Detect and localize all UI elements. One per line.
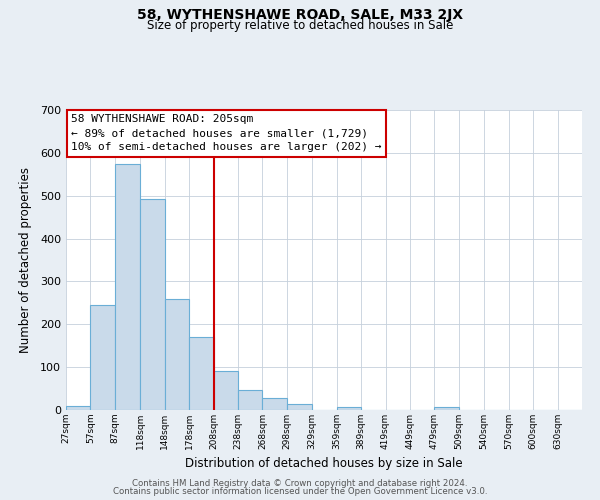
Bar	[337, 407, 361, 410]
Text: Contains HM Land Registry data © Crown copyright and database right 2024.: Contains HM Land Registry data © Crown c…	[132, 478, 468, 488]
Bar	[214, 372, 238, 410]
Bar	[238, 390, 262, 410]
Text: 58 WYTHENSHAWE ROAD: 205sqm
← 89% of detached houses are smaller (1,729)
10% of : 58 WYTHENSHAWE ROAD: 205sqm ← 89% of det…	[71, 114, 382, 152]
Bar	[66, 406, 91, 410]
Bar	[91, 304, 115, 410]
Text: 58, WYTHENSHAWE ROAD, SALE, M33 2JX: 58, WYTHENSHAWE ROAD, SALE, M33 2JX	[137, 8, 463, 22]
Bar	[189, 336, 214, 410]
Text: Size of property relative to detached houses in Sale: Size of property relative to detached ho…	[147, 19, 453, 32]
Text: Contains public sector information licensed under the Open Government Licence v3: Contains public sector information licen…	[113, 487, 487, 496]
Bar	[164, 298, 189, 410]
Bar	[434, 407, 459, 410]
Bar	[262, 398, 287, 410]
X-axis label: Distribution of detached houses by size in Sale: Distribution of detached houses by size …	[185, 458, 463, 470]
Bar	[287, 404, 312, 410]
Bar	[140, 199, 164, 410]
Y-axis label: Number of detached properties: Number of detached properties	[19, 167, 32, 353]
Bar	[115, 164, 140, 410]
